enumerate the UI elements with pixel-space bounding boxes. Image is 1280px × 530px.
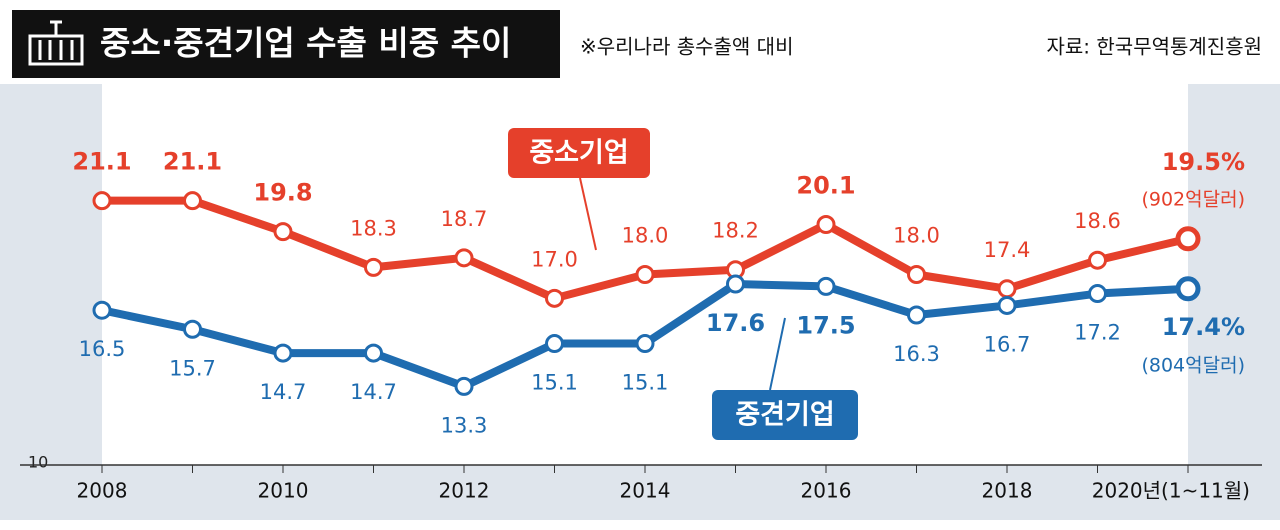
- legend-box: [508, 128, 650, 178]
- point: [454, 376, 474, 396]
- value-label: 16.3: [893, 342, 940, 366]
- point: [364, 257, 383, 277]
- point: [1088, 284, 1107, 304]
- value-label: 19.5%: [1162, 148, 1245, 176]
- point: [816, 276, 836, 296]
- title-box: [12, 10, 560, 78]
- point: [454, 248, 474, 268]
- legend-label: 중소기업: [529, 138, 628, 169]
- x-tick-label: 2016: [801, 479, 852, 503]
- point: [364, 343, 383, 363]
- value-label: 18.0: [893, 224, 940, 248]
- source: 자료: 한국무역통계진흥원: [1047, 35, 1263, 59]
- subtitle: ※우리나라 총수출액 대비: [580, 35, 793, 59]
- point: [635, 334, 655, 354]
- value-label: 16.7: [984, 332, 1031, 356]
- x-tick-label: 2020년(1~11월): [1092, 479, 1250, 503]
- point: [635, 265, 655, 284]
- value-label: 17.5: [796, 311, 855, 339]
- x-tick-label: 2008: [77, 479, 128, 503]
- value-label: 13.3: [441, 413, 488, 437]
- point: [183, 319, 202, 339]
- point: [997, 279, 1017, 299]
- point: [273, 343, 293, 363]
- x-tick-label: 2014: [620, 479, 671, 503]
- value-label: 18.3: [350, 216, 397, 240]
- value-label: 15.7: [169, 356, 216, 380]
- value-label: 15.1: [531, 371, 578, 395]
- point: [92, 191, 112, 211]
- value-label: 18.6: [1074, 209, 1121, 233]
- x-tick-label: 2018: [982, 479, 1033, 503]
- annotation: (902억달러): [1141, 189, 1245, 211]
- value-label: 17.0: [531, 247, 578, 271]
- value-label: 20.1: [796, 171, 855, 199]
- chart-title: 중소·중견기업 수출 비중 추이: [100, 24, 511, 63]
- value-label: 14.7: [350, 380, 397, 404]
- value-label: 21.1: [163, 148, 222, 176]
- point: [545, 334, 564, 354]
- value-label: 17.2: [1074, 321, 1121, 345]
- value-label: 15.1: [622, 371, 669, 395]
- point: [273, 222, 293, 242]
- point: [907, 305, 926, 325]
- point: [1175, 226, 1201, 252]
- value-label: 18.2: [712, 219, 759, 243]
- point: [907, 265, 926, 284]
- point: [816, 214, 836, 234]
- value-label: 17.6: [706, 309, 765, 337]
- point: [92, 300, 112, 320]
- point: [1088, 250, 1107, 270]
- callout-line: [579, 177, 597, 251]
- value-label: 16.5: [79, 337, 126, 361]
- point: [545, 288, 564, 308]
- x-tick-label: 2010: [258, 479, 309, 503]
- legend-label: 중견기업: [735, 400, 834, 431]
- value-label: 14.7: [260, 380, 307, 404]
- point: [726, 274, 745, 294]
- annotation: (804억달러): [1141, 355, 1245, 377]
- value-label: 19.8: [253, 179, 312, 207]
- callout-line: [769, 317, 786, 391]
- y-tick-label: 10: [28, 453, 48, 472]
- x-tick-label: 2012: [439, 479, 490, 503]
- value-label: 18.0: [622, 224, 669, 248]
- point: [997, 295, 1017, 315]
- value-label: 21.1: [72, 148, 131, 176]
- point: [1175, 276, 1201, 302]
- container-icon: [28, 20, 84, 66]
- value-label: 18.7: [441, 207, 488, 231]
- point: [183, 191, 202, 211]
- value-label: 17.4: [984, 238, 1031, 262]
- legend-box: [712, 390, 858, 440]
- value-label: 17.4%: [1162, 313, 1245, 341]
